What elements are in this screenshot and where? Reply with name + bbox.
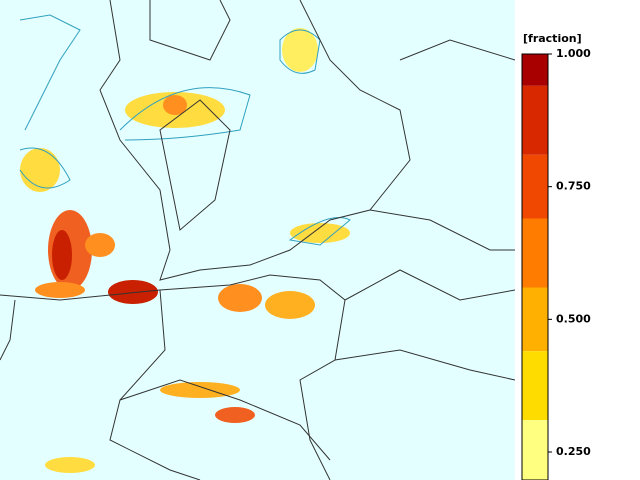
colorbar: 1.000 0.750 0.500 0.250 — [521, 47, 591, 480]
colorbar-tick-label: 0.500 — [556, 312, 591, 325]
colorbar-band — [522, 54, 548, 86]
colorbar-band — [522, 218, 548, 288]
colorbar-tick-label: 1.000 — [556, 47, 591, 60]
borders — [0, 0, 516, 480]
colorbar-band — [522, 287, 548, 352]
colorbar-band — [522, 351, 548, 421]
legend-title: [fraction] — [523, 32, 582, 45]
colorbar-band — [522, 420, 548, 480]
coastlines — [19, 14, 351, 246]
colorbar-band — [522, 85, 548, 155]
colorbar-tick-label: 0.750 — [556, 180, 591, 193]
colorbar-band — [522, 154, 548, 219]
colorbar-frame — [521, 53, 549, 480]
colorbar-tick-label: 0.250 — [556, 445, 591, 458]
field-blobs — [20, 28, 350, 473]
